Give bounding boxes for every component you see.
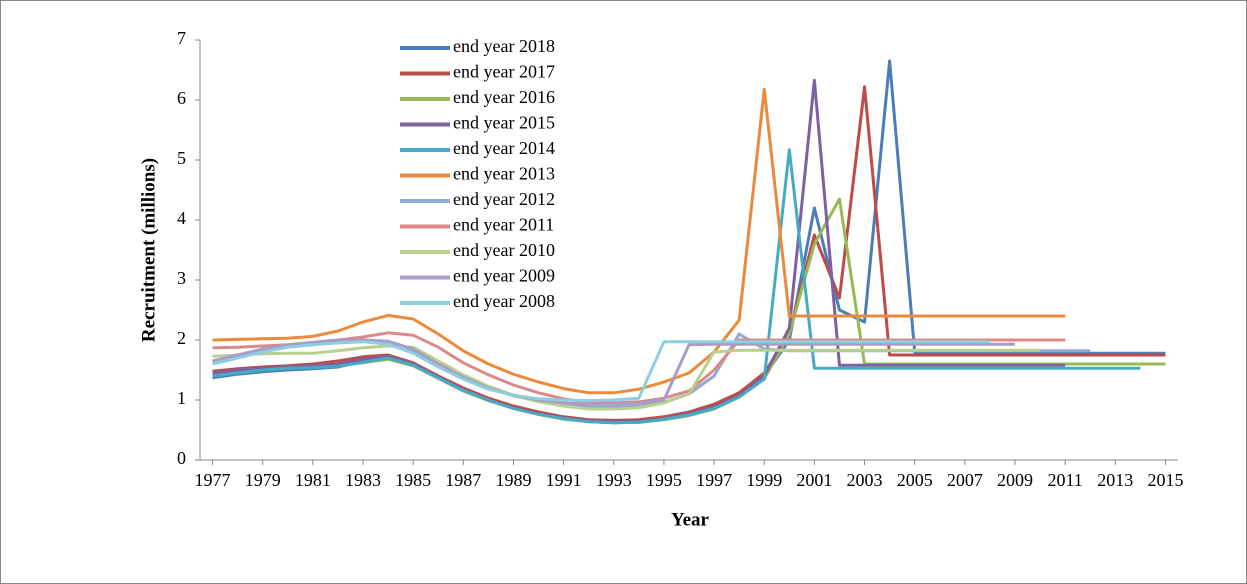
x-tick-label: 1987	[445, 470, 481, 490]
y-tick-label: 0	[177, 448, 186, 468]
x-tick-label: 1981	[295, 470, 331, 490]
x-tick-label: 1991	[546, 470, 582, 490]
legend-label: end year 2015	[453, 113, 555, 133]
x-tick-label: 1993	[596, 470, 632, 490]
x-tick-label: 2003	[847, 470, 883, 490]
y-tick-label: 4	[177, 208, 186, 228]
x-tick-label: 2015	[1147, 470, 1183, 490]
x-tick-label: 2013	[1097, 470, 1133, 490]
legend-label: end year 2014	[453, 138, 555, 158]
x-tick-label: 1995	[646, 470, 682, 490]
series-line	[212, 85, 1166, 422]
x-tick-label: 2007	[947, 470, 983, 490]
x-tick-label: 2011	[1047, 470, 1082, 490]
legend-label: end year 2012	[453, 189, 555, 209]
x-tick-label: 1985	[395, 470, 431, 490]
x-axis-title: Year	[671, 509, 710, 530]
y-tick-label: 6	[177, 88, 186, 108]
series-line	[212, 344, 1041, 411]
legend-label: end year 2009	[453, 266, 555, 286]
y-tick-label: 5	[177, 148, 186, 168]
legend-label: end year 2018	[453, 36, 555, 56]
x-tick-label: 2009	[997, 470, 1033, 490]
x-tick-label: 1977	[195, 470, 231, 490]
x-tick-label: 1983	[345, 470, 381, 490]
legend-label: end year 2010	[453, 240, 555, 260]
y-tick-label: 3	[177, 268, 186, 288]
x-tick-label: 1979	[245, 470, 281, 490]
x-tick-label: 1997	[696, 470, 732, 490]
x-tick-label: 1989	[495, 470, 531, 490]
y-tick-label: 7	[177, 28, 186, 48]
y-axis-title: Recruitment (millions)	[138, 158, 159, 342]
legend-label: end year 2013	[453, 164, 555, 184]
series-line	[212, 87, 1066, 395]
legend-label: end year 2017	[453, 62, 555, 82]
x-tick-label: 1999	[746, 470, 782, 490]
legend-label: end year 2011	[453, 215, 554, 235]
legend-label: end year 2008	[453, 291, 555, 311]
series-line	[212, 148, 1141, 425]
series-line	[212, 340, 990, 403]
legend-label: end year 2016	[453, 87, 555, 107]
x-tick-label: 2001	[796, 470, 832, 490]
x-tick-label: 2005	[897, 470, 933, 490]
y-tick-label: 2	[177, 328, 186, 348]
series-line	[212, 338, 1015, 406]
y-tick-label: 1	[177, 388, 186, 408]
